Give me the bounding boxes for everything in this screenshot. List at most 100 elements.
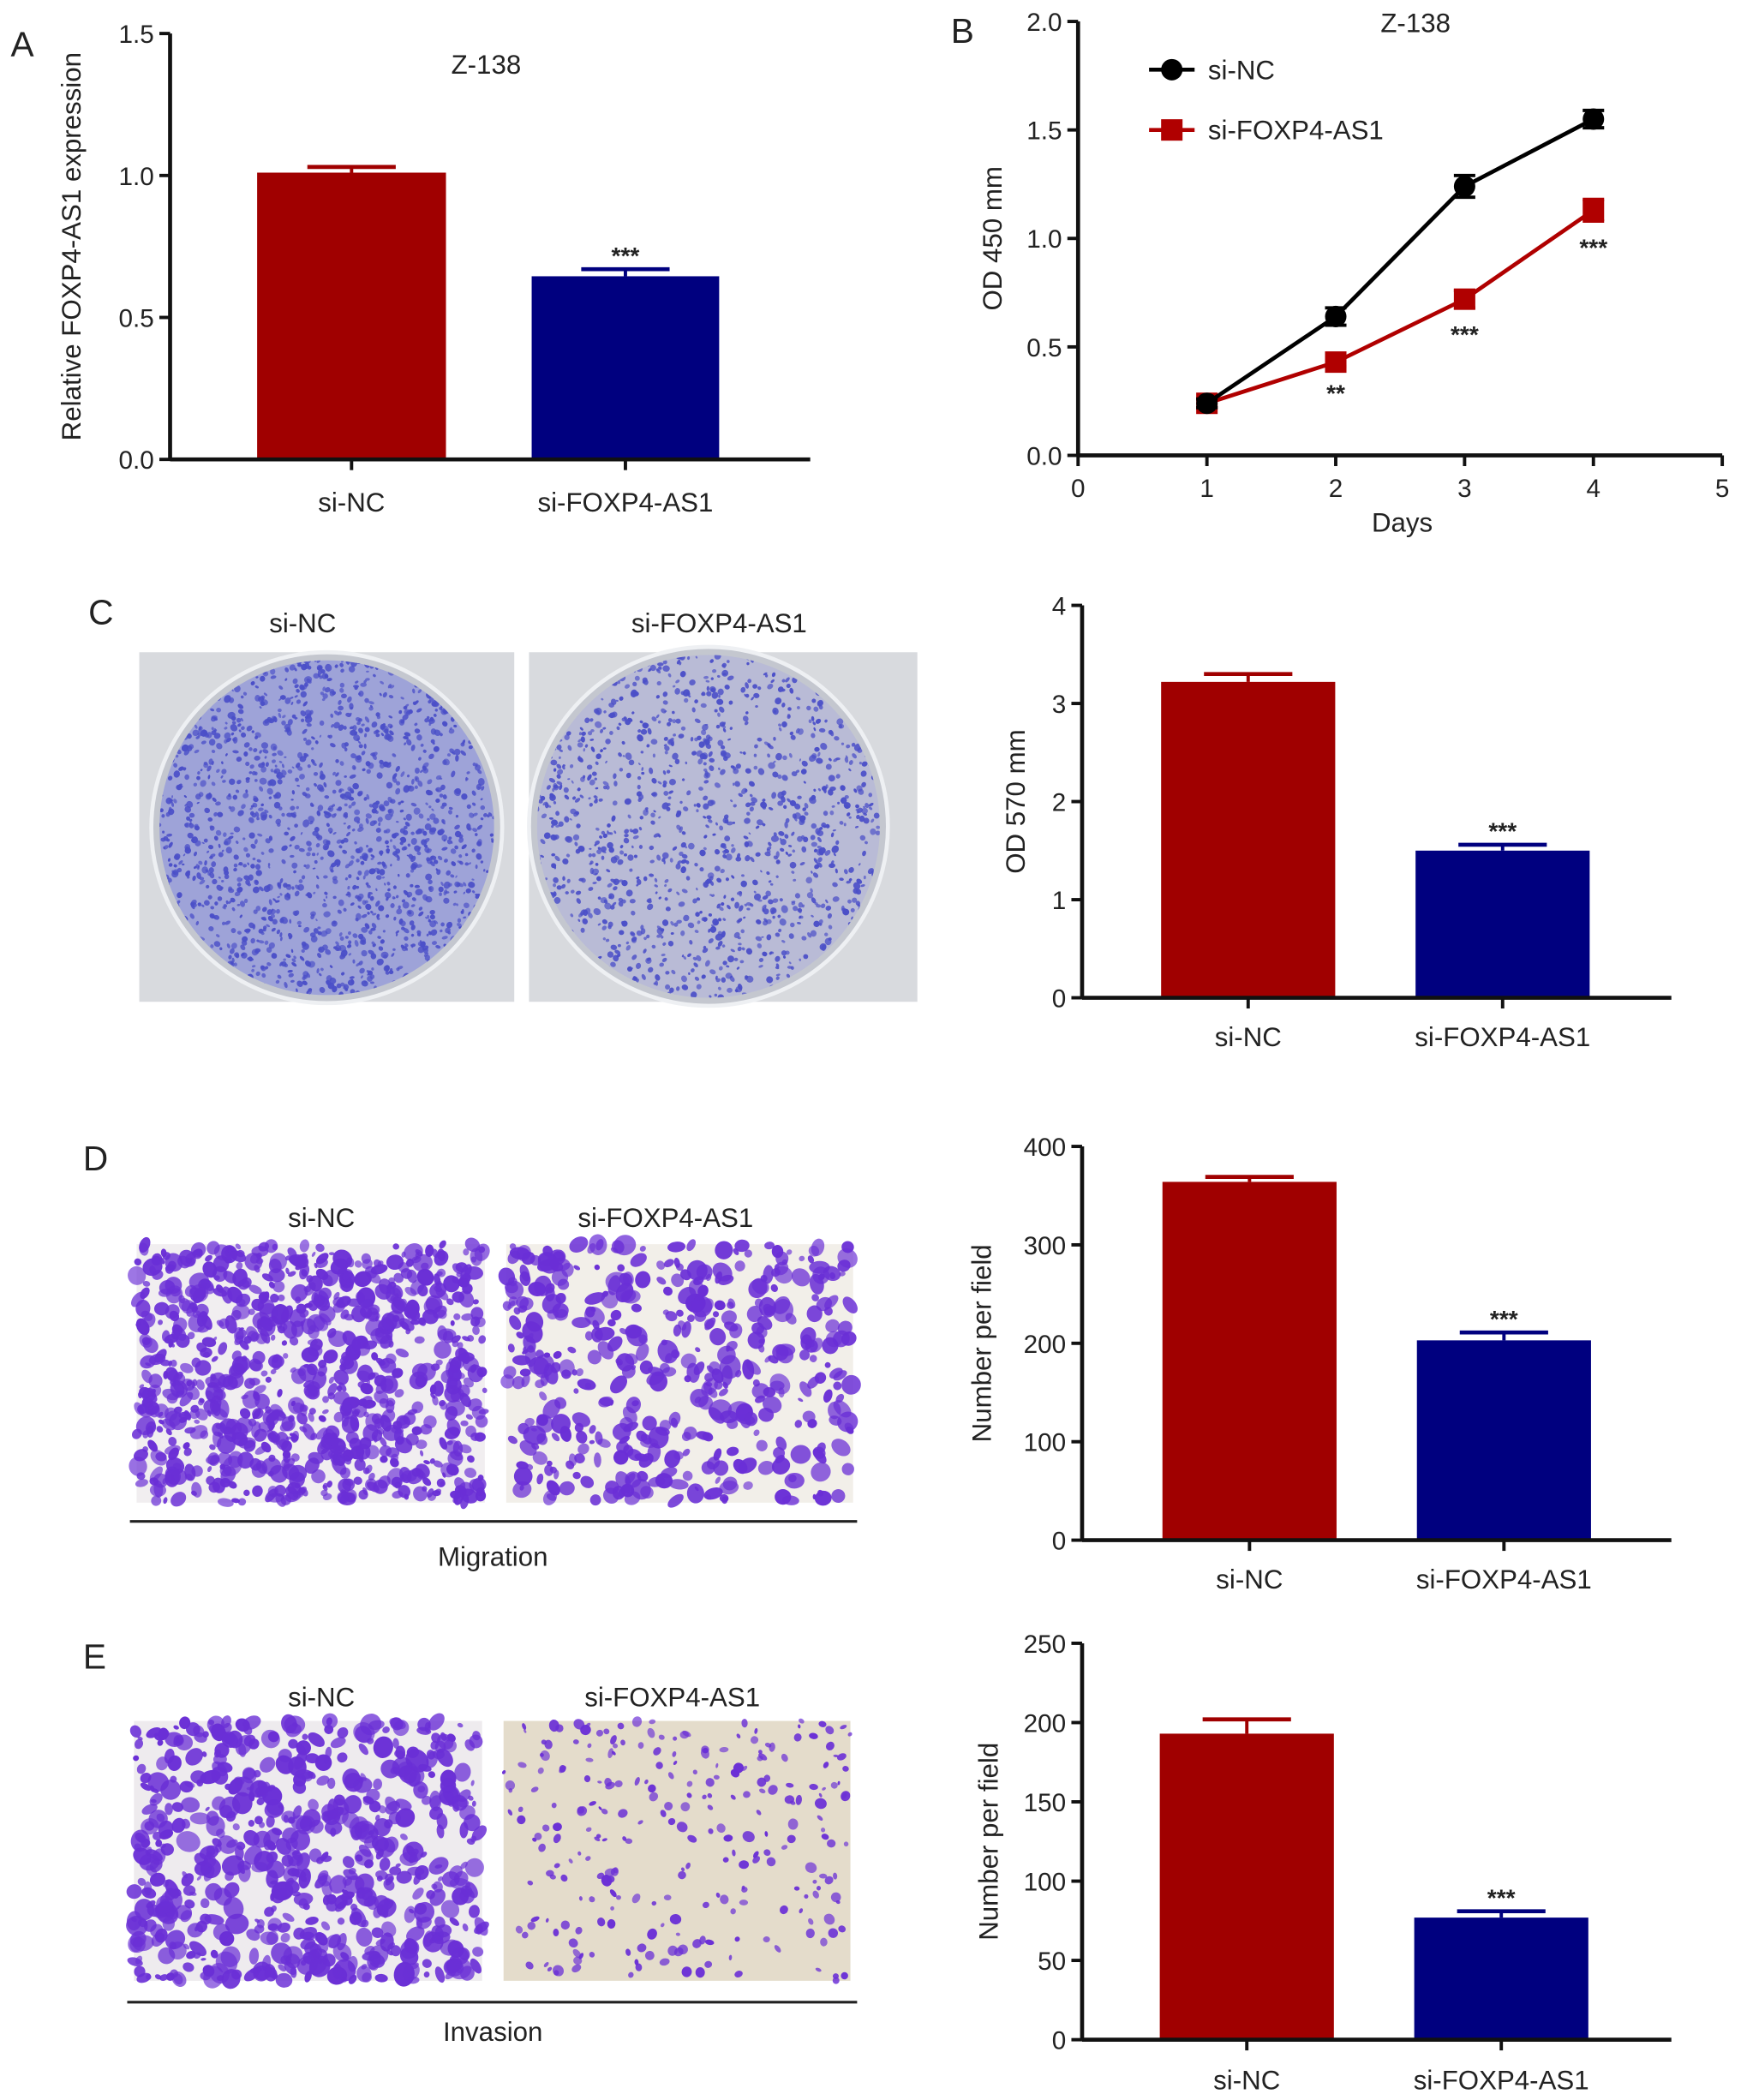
stained-cell — [287, 969, 293, 973]
stained-cell — [192, 729, 200, 737]
stained-cell — [281, 859, 286, 865]
stained-cell — [268, 718, 275, 724]
stained-cell — [223, 832, 227, 837]
stained-cell — [428, 879, 433, 885]
stained-cell — [403, 736, 409, 739]
stained-cell — [326, 979, 332, 986]
stained-cell — [476, 853, 482, 860]
stained-cell — [348, 940, 352, 945]
stained-cell — [230, 832, 234, 835]
stained-cell — [228, 793, 231, 798]
stained-cell — [258, 940, 265, 944]
stained-cell — [482, 869, 486, 872]
stained-cell — [340, 982, 345, 987]
stained-cell — [194, 749, 200, 754]
stained-cell — [296, 988, 298, 992]
stained-cell — [364, 727, 370, 733]
stained-cell — [231, 906, 236, 912]
stained-cell — [237, 703, 244, 709]
stained-cell — [291, 886, 295, 890]
stained-cell — [405, 873, 410, 878]
stained-cell — [396, 908, 403, 915]
stained-cell — [257, 833, 263, 837]
stained-cell — [317, 953, 322, 959]
stained-cell — [378, 946, 384, 951]
stained-cell — [313, 928, 319, 934]
stained-cell — [236, 757, 242, 763]
stained-cell — [356, 885, 360, 889]
stained-cell — [491, 838, 494, 842]
stained-cell — [250, 864, 255, 869]
stained-cell — [175, 754, 179, 758]
micrograph — [498, 1234, 861, 1508]
stained-cell — [363, 743, 367, 749]
stained-cell — [228, 900, 232, 904]
stained-cell — [213, 914, 220, 920]
stained-cell — [318, 972, 322, 977]
stained-cell — [385, 813, 392, 821]
stained-cell — [210, 906, 215, 910]
stained-cell — [278, 685, 284, 690]
stained-cell — [425, 873, 433, 881]
stained-cell — [371, 721, 378, 728]
stained-cell — [404, 742, 407, 745]
stained-cell — [349, 726, 355, 730]
stained-cell — [388, 970, 394, 975]
stained-cell — [166, 833, 173, 837]
stained-cell — [400, 697, 404, 700]
stained-cell — [231, 721, 236, 725]
stained-cell — [368, 701, 374, 705]
stained-cell — [236, 887, 243, 893]
stained-cell — [410, 924, 416, 930]
stained-cell — [188, 818, 193, 823]
stained-cell — [283, 958, 286, 961]
stained-cell — [475, 833, 478, 836]
stained-cell — [245, 777, 250, 781]
stained-cell — [230, 715, 236, 721]
stained-cell — [242, 691, 248, 696]
stained-cell — [248, 832, 255, 839]
stained-cell — [344, 742, 349, 747]
stained-cell — [279, 936, 283, 942]
stained-cell — [348, 666, 356, 673]
panel-label-e: E — [83, 1637, 106, 1677]
stained-cell — [304, 660, 311, 664]
stained-cell — [167, 858, 171, 862]
stained-cell — [335, 941, 339, 946]
stained-cell — [416, 708, 422, 713]
stained-cell — [468, 745, 473, 750]
stained-cell — [425, 802, 428, 805]
stained-cell — [400, 944, 405, 949]
stained-cell — [187, 832, 194, 839]
stained-cell — [393, 1427, 404, 1444]
stained-cell — [380, 853, 383, 856]
stained-cell — [398, 709, 403, 715]
stained-cell — [233, 863, 238, 868]
stained-cell — [347, 786, 352, 792]
stained-cell — [262, 906, 267, 912]
stained-cell — [262, 720, 270, 727]
stained-cell — [231, 957, 235, 963]
stained-cell — [335, 780, 342, 787]
stained-cell — [208, 926, 214, 931]
stained-cell — [315, 918, 318, 922]
stained-cell — [332, 878, 338, 884]
stained-cell — [443, 897, 450, 904]
stained-cell — [233, 867, 237, 872]
stained-cell — [410, 837, 417, 846]
stained-cell — [195, 920, 200, 925]
stained-cell — [379, 763, 386, 769]
stained-cell — [312, 762, 317, 766]
stained-cell — [284, 963, 289, 967]
stained-cell — [429, 813, 436, 820]
stained-cell — [250, 681, 255, 685]
stained-cell — [344, 775, 347, 778]
stained-cell — [178, 785, 183, 789]
stained-cell — [222, 780, 226, 783]
stained-cell — [466, 804, 471, 810]
stained-cell — [222, 906, 226, 910]
stained-cell — [428, 700, 432, 704]
stained-cell — [332, 895, 337, 900]
stained-cell — [332, 771, 336, 776]
stained-cell — [320, 967, 324, 972]
